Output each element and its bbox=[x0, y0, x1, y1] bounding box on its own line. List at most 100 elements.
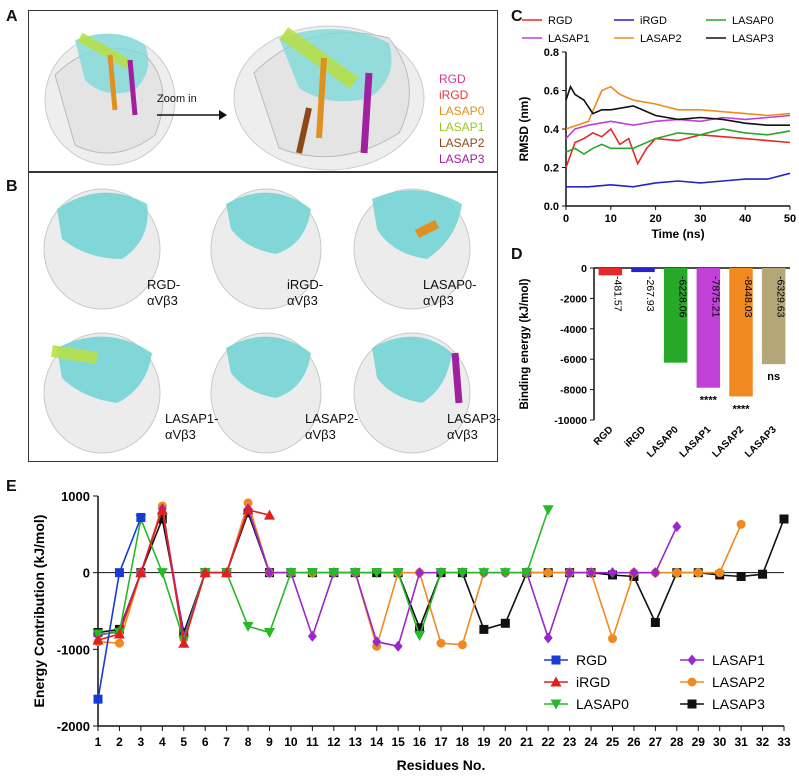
caption-line2: αVβ3 bbox=[147, 293, 178, 308]
x-tick-label: iRGD bbox=[623, 424, 648, 449]
data-point bbox=[672, 568, 682, 578]
y-tick-label: 0.6 bbox=[544, 86, 559, 98]
x-tick-label: 10 bbox=[605, 213, 617, 225]
legend-rgd: RGD bbox=[439, 72, 466, 86]
x-tick-label: 6 bbox=[202, 735, 209, 749]
legend-label: LASAP0 bbox=[576, 696, 629, 712]
data-point bbox=[415, 623, 425, 633]
y-axis-label: Binding energy (kJ/mol) bbox=[519, 278, 531, 409]
data-point bbox=[285, 568, 297, 579]
x-tick-label: 8 bbox=[245, 735, 252, 749]
legend-marker bbox=[550, 699, 562, 710]
x-tick-label: 24 bbox=[584, 735, 598, 749]
caption-line2: αVβ3 bbox=[305, 427, 336, 442]
data-point bbox=[672, 521, 682, 533]
legend-label: LASAP1 bbox=[548, 33, 590, 45]
series-line-irgd bbox=[566, 172, 791, 188]
data-point bbox=[608, 567, 617, 579]
protein-structure-image bbox=[44, 32, 176, 166]
x-tick-label: 20 bbox=[649, 213, 661, 225]
x-tick-label: 7 bbox=[223, 735, 230, 749]
x-tick-label: 40 bbox=[739, 213, 751, 225]
bar-lasap1 bbox=[696, 268, 721, 388]
bar-value-label: -481.57 bbox=[611, 276, 623, 312]
caption-line2: αVβ3 bbox=[287, 293, 318, 308]
data-point bbox=[136, 512, 146, 522]
caption-line1: LASAP2- bbox=[305, 411, 359, 426]
x-tick-label: 17 bbox=[434, 735, 448, 749]
legend-marker bbox=[687, 677, 697, 687]
data-point bbox=[113, 628, 125, 639]
caption-lasap3: LASAP3- αVβ3 bbox=[447, 411, 500, 443]
panel-letter-e: E bbox=[6, 478, 17, 495]
data-point bbox=[779, 514, 789, 524]
x-tick-label: 23 bbox=[563, 735, 577, 749]
legend-marker bbox=[687, 654, 697, 666]
data-point bbox=[715, 568, 725, 578]
rmsd-line-chart: RGD iRGD LASAP0 LASAP1 LASAP2 LASAP3 0.0 0.2 0.4… bbox=[517, 15, 796, 241]
bar-value-label: -8448.03 bbox=[742, 276, 754, 318]
data-point bbox=[349, 568, 361, 579]
data-point bbox=[608, 634, 617, 644]
data-point bbox=[135, 567, 147, 578]
caption-line1: iRGD- bbox=[287, 277, 324, 292]
series-line-rgd bbox=[565, 127, 791, 168]
data-point bbox=[478, 568, 490, 579]
x-tick-label: 31 bbox=[734, 735, 748, 749]
data-point bbox=[243, 498, 253, 508]
caption-irgd: iRGD-αVβ3 bbox=[287, 277, 323, 309]
data-point bbox=[221, 567, 233, 578]
x-tick-label: 15 bbox=[391, 735, 405, 749]
complex-lasap1-image bbox=[43, 332, 161, 454]
data-point bbox=[456, 568, 468, 579]
x-axis-label: Time (ns) bbox=[651, 227, 704, 241]
data-point bbox=[650, 567, 660, 579]
legend-label: LASAP0 bbox=[732, 15, 774, 27]
x-tick-label: 18 bbox=[456, 735, 470, 749]
x-tick-label: 26 bbox=[627, 735, 641, 749]
data-point bbox=[92, 629, 104, 640]
x-tick-label: 16 bbox=[413, 735, 427, 749]
y-axis-label: RMSD (nm) bbox=[517, 97, 531, 162]
y-axis-label: Energy Contribution (kJ/mol) bbox=[31, 515, 47, 708]
x-tick-label: 9 bbox=[266, 735, 273, 749]
y-tick-label: -2000 bbox=[560, 293, 587, 305]
x-tick-label: 2 bbox=[116, 735, 123, 749]
x-tick-label: LASAP0 bbox=[645, 424, 681, 460]
legend-lasap3: LASAP3 bbox=[439, 152, 485, 166]
data-point bbox=[415, 567, 425, 579]
data-point bbox=[264, 509, 275, 520]
x-tick-label: 32 bbox=[756, 735, 770, 749]
data-point bbox=[414, 631, 426, 642]
complex-irgd-image bbox=[210, 188, 322, 310]
panel-letter-a: A bbox=[6, 8, 18, 25]
legend-label: LASAP3 bbox=[732, 33, 774, 45]
data-point bbox=[307, 630, 317, 642]
data-point bbox=[242, 621, 254, 632]
x-tick-label: 14 bbox=[370, 735, 384, 749]
x-tick-label: 5 bbox=[180, 735, 187, 749]
data-point bbox=[328, 568, 340, 579]
x-axis-label: Residues No. bbox=[397, 757, 486, 773]
data-point bbox=[736, 519, 746, 529]
complex-lasap0-image bbox=[353, 188, 471, 310]
x-tick-label: 21 bbox=[520, 735, 534, 749]
legend-irgd: iRGD bbox=[439, 88, 469, 102]
bar-value-label: -267.93 bbox=[644, 276, 656, 312]
x-tick-label: 0 bbox=[563, 213, 569, 225]
y-tick-label: 0.8 bbox=[544, 47, 559, 59]
data-point bbox=[586, 567, 596, 579]
data-point bbox=[542, 505, 554, 516]
x-tick-label: RGD bbox=[592, 424, 616, 448]
series-line-lasap0 bbox=[565, 128, 791, 155]
data-point bbox=[199, 567, 211, 578]
bar-value-label: -6329.63 bbox=[775, 276, 787, 318]
legend-label: LASAP3 bbox=[712, 696, 765, 712]
data-point bbox=[92, 634, 104, 645]
data-point bbox=[693, 568, 703, 578]
data-point bbox=[393, 640, 403, 652]
y-tick-label: -10000 bbox=[554, 415, 587, 427]
x-tick-label: 27 bbox=[649, 735, 663, 749]
bar-value-label: -7875.21 bbox=[709, 276, 721, 318]
